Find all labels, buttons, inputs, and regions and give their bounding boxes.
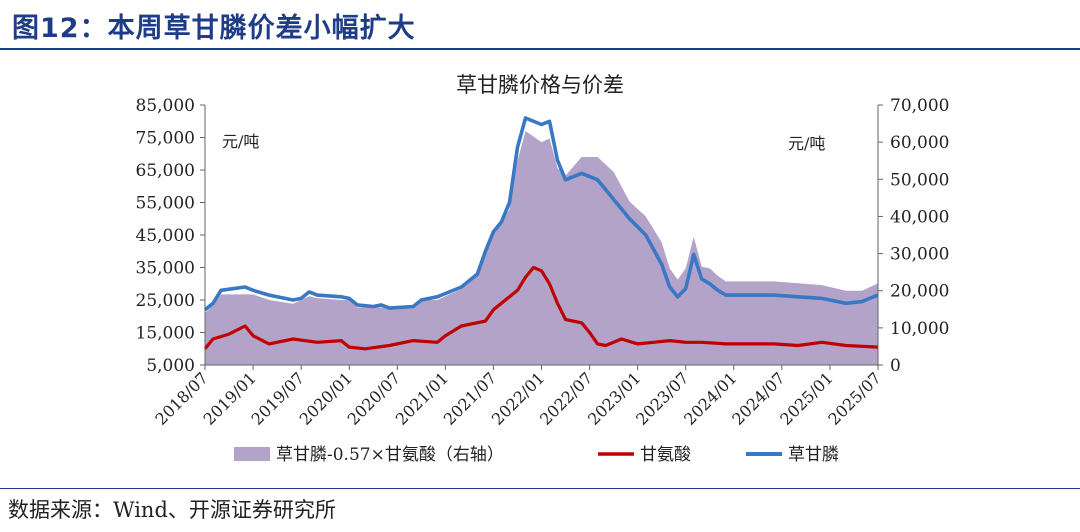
right-tick-label: 40,000 bbox=[890, 207, 949, 227]
right-tick-label: 10,000 bbox=[890, 319, 949, 339]
legend-label-spread: 草甘膦-0.57×甘氨酸（右轴） bbox=[276, 445, 504, 465]
left-tick-label: 75,000 bbox=[136, 129, 195, 149]
series-line-glyphosate bbox=[203, 116, 879, 312]
left-tick-label: 35,000 bbox=[136, 259, 195, 279]
left-tick-label: 85,000 bbox=[136, 96, 195, 116]
left-axis-unit: 元/吨 bbox=[222, 132, 259, 151]
chart: 草甘膦价格与价差 85,000 75,000 65,000 55,000 45,000 3… bbox=[136, 73, 950, 465]
left-tick-label: 55,000 bbox=[136, 194, 195, 214]
right-tick-label: 70,000 bbox=[890, 96, 949, 116]
title-rule bbox=[0, 48, 1080, 50]
left-tick-label: 65,000 bbox=[136, 161, 195, 181]
left-tick-label: 45,000 bbox=[136, 226, 195, 246]
left-tick-label: 25,000 bbox=[136, 291, 195, 311]
legend-swatch-spread bbox=[234, 447, 270, 461]
right-tick-label: 30,000 bbox=[890, 245, 949, 265]
left-tick-label: 15,000 bbox=[136, 324, 195, 344]
chart-title: 草甘膦价格与价差 bbox=[456, 73, 624, 97]
legend-label-glyphosate: 草甘膦 bbox=[788, 445, 839, 465]
legend-label-glycine: 甘氨酸 bbox=[640, 445, 691, 465]
series-area-spread bbox=[205, 131, 878, 365]
plot-area bbox=[203, 116, 879, 365]
right-tick-label: 50,000 bbox=[890, 170, 949, 190]
source-note: 数据来源：Wind、开源证券研究所 bbox=[8, 498, 336, 522]
x-tick-label: 2025/07 bbox=[824, 368, 884, 428]
right-tick-label: 20,000 bbox=[890, 282, 949, 302]
legend: 草甘膦-0.57×甘氨酸（右轴） 甘氨酸 草甘膦 bbox=[234, 445, 839, 465]
right-tick-label: 0 bbox=[890, 356, 901, 376]
right-tick-label: 60,000 bbox=[890, 133, 949, 153]
right-axis-unit: 元/吨 bbox=[788, 134, 825, 153]
left-tick-label: 5,000 bbox=[146, 356, 195, 376]
source-rule bbox=[0, 488, 1080, 489]
figure-title: 图12：本周草甘膦价差小幅扩大 bbox=[12, 13, 416, 44]
series-line-glycine bbox=[203, 265, 879, 351]
